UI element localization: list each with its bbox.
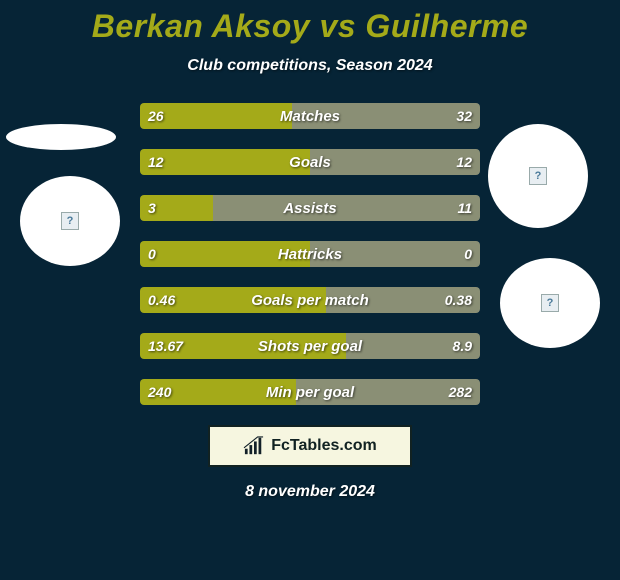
player-right-avatar-2: [500, 258, 600, 348]
brand-text: FcTables.com: [271, 437, 377, 455]
stat-bar: Goals12 12: [140, 149, 480, 175]
stat-value-right: 32: [448, 103, 480, 129]
bar-chart-icon: [243, 436, 265, 456]
stat-value-right: 11: [449, 195, 480, 221]
stat-value-right: 0: [456, 241, 480, 267]
decorative-ellipse: [6, 124, 116, 150]
brand-badge: FcTables.com: [208, 425, 412, 467]
page-title: Berkan Aksoy vs Guilherme: [0, 0, 620, 45]
stat-label: Goals per match: [140, 287, 480, 313]
stat-label: Assists: [140, 195, 480, 221]
stat-label: Matches: [140, 103, 480, 129]
stat-value-left: 0.46: [140, 287, 183, 313]
stat-value-right: 12: [448, 149, 480, 175]
stat-value-left: 3: [140, 195, 164, 221]
stat-label: Hattricks: [140, 241, 480, 267]
stat-value-left: 12: [140, 149, 172, 175]
stat-bars-container: Matches2632Goals1212Assists311Hattricks0…: [140, 103, 480, 405]
stat-bar: Shots per goal13.678.9: [140, 333, 480, 359]
page-subtitle: Club competitions, Season 2024: [0, 57, 620, 75]
player-left-avatar: [20, 176, 120, 266]
stat-bar: Hattricks0 0: [140, 241, 480, 267]
stat-value-right: 282: [441, 379, 480, 405]
stat-value-left: 0: [140, 241, 164, 267]
stat-value-left: 26: [140, 103, 172, 129]
stat-value-left: 13.67: [140, 333, 191, 359]
image-placeholder-icon: [541, 294, 559, 312]
image-placeholder-icon: [61, 212, 79, 230]
stat-value-left: 240: [140, 379, 179, 405]
stat-label: Min per goal: [140, 379, 480, 405]
stat-value-right: 0.38: [437, 287, 480, 313]
comparison-infographic: Berkan Aksoy vs Guilherme Club competiti…: [0, 0, 620, 580]
stat-value-right: 8.9: [445, 333, 480, 359]
stat-bar: Matches26 32: [140, 103, 480, 129]
footer-date: 8 november 2024: [0, 483, 620, 501]
stat-bar: Assists3 11: [140, 195, 480, 221]
image-placeholder-icon: [529, 167, 547, 185]
stat-label: Goals: [140, 149, 480, 175]
stat-bar: Goals per match0.46 0.38: [140, 287, 480, 313]
stat-bar: Min per goal240 282: [140, 379, 480, 405]
player-right-avatar-1: [488, 124, 588, 228]
